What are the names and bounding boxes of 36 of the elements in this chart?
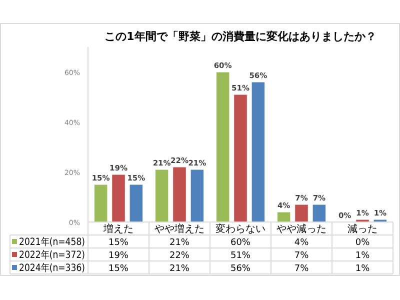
data-label: 4% — [294, 238, 310, 248]
bar — [276, 212, 291, 222]
bar — [94, 184, 108, 222]
bar — [312, 204, 326, 222]
legend-label: 2021年(n=458) — [19, 236, 96, 248]
legend-label: 2022年(n=372) — [19, 249, 96, 261]
data-label: 19% — [108, 251, 129, 261]
data-label: 7% — [294, 264, 310, 274]
data-label: 21% — [169, 238, 190, 248]
bar — [234, 94, 248, 222]
bar — [216, 72, 230, 222]
x-tick-label: やや減った — [276, 223, 326, 235]
data-label: 60% — [230, 238, 251, 248]
x-tick-label: 増えた — [102, 223, 134, 235]
data-label: 56% — [230, 264, 251, 274]
bar — [154, 169, 169, 222]
data-label: 22% — [169, 251, 190, 261]
data-label: 1% — [355, 251, 370, 261]
chart-title: この1年間で「野菜」の消費量に変化はありましたか？ — [104, 30, 376, 43]
data-label: 21% — [169, 264, 190, 274]
x-tick-label: 減った — [348, 223, 378, 235]
x-tick-label: やや増えた — [154, 223, 204, 235]
data-label: 51% — [230, 251, 251, 261]
bar — [129, 184, 144, 222]
bar — [172, 166, 186, 222]
data-label: 15% — [108, 238, 129, 248]
legend-label: 2024年(n=336) — [19, 262, 96, 274]
data-label: 1% — [355, 264, 370, 274]
bar — [294, 204, 308, 222]
bar — [190, 169, 204, 222]
data-label: 0% — [355, 238, 370, 248]
x-tick-label: 変わらない — [216, 223, 266, 235]
data-label: 7% — [294, 251, 310, 261]
bar — [112, 174, 126, 222]
data-label: 15% — [108, 264, 129, 274]
bar — [251, 82, 266, 222]
